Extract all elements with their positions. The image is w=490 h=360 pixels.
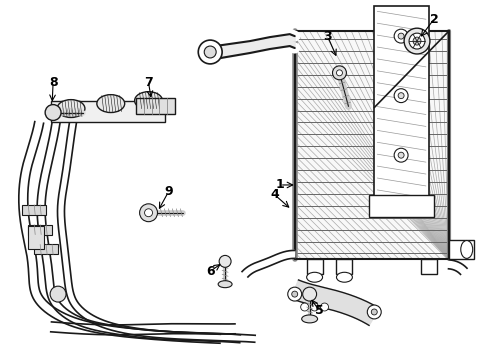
Polygon shape — [57, 122, 255, 342]
Ellipse shape — [307, 272, 322, 282]
Bar — [28, 225, 52, 235]
Bar — [34, 244, 58, 255]
Bar — [22, 205, 46, 215]
Circle shape — [368, 305, 381, 319]
Polygon shape — [242, 251, 295, 277]
Text: 8: 8 — [49, 76, 57, 89]
Circle shape — [394, 29, 408, 43]
Bar — [369, 195, 434, 217]
Circle shape — [311, 303, 319, 311]
Ellipse shape — [461, 240, 473, 258]
Text: 2: 2 — [430, 13, 438, 26]
Text: 5: 5 — [315, 305, 324, 318]
Circle shape — [409, 33, 425, 49]
Circle shape — [219, 255, 231, 267]
Circle shape — [337, 70, 343, 76]
Text: 4: 4 — [270, 188, 279, 201]
Bar — [294, 31, 449, 260]
Polygon shape — [448, 260, 467, 274]
Circle shape — [394, 148, 408, 162]
Ellipse shape — [302, 315, 318, 323]
Circle shape — [413, 37, 421, 45]
Bar — [136, 98, 175, 113]
Ellipse shape — [337, 272, 352, 282]
Ellipse shape — [218, 281, 232, 288]
Bar — [28, 226, 44, 249]
Circle shape — [50, 286, 66, 302]
Ellipse shape — [57, 100, 85, 117]
Circle shape — [404, 28, 430, 54]
Circle shape — [45, 105, 61, 121]
Circle shape — [301, 303, 309, 311]
Circle shape — [198, 40, 222, 64]
Circle shape — [145, 209, 152, 217]
Circle shape — [371, 309, 377, 315]
Bar — [337, 260, 352, 274]
Bar — [374, 6, 429, 210]
Polygon shape — [291, 280, 379, 325]
Circle shape — [288, 287, 302, 301]
Text: 1: 1 — [275, 179, 284, 192]
Bar — [421, 260, 437, 274]
Circle shape — [394, 89, 408, 103]
Circle shape — [292, 291, 298, 297]
Text: 9: 9 — [164, 185, 173, 198]
Polygon shape — [37, 122, 241, 343]
Circle shape — [140, 204, 157, 222]
Circle shape — [398, 93, 404, 99]
Circle shape — [398, 152, 404, 158]
Circle shape — [303, 287, 317, 301]
Bar — [51, 100, 166, 122]
Text: 7: 7 — [144, 76, 153, 89]
Circle shape — [320, 303, 328, 311]
Circle shape — [398, 33, 404, 39]
Bar — [307, 260, 322, 274]
Bar — [294, 31, 449, 260]
Bar — [449, 239, 474, 260]
Polygon shape — [51, 322, 235, 335]
Circle shape — [333, 66, 346, 80]
Circle shape — [204, 46, 216, 58]
Ellipse shape — [97, 95, 124, 113]
Ellipse shape — [135, 92, 163, 109]
Polygon shape — [19, 122, 221, 343]
Text: 3: 3 — [323, 30, 332, 42]
Text: 6: 6 — [206, 265, 215, 278]
